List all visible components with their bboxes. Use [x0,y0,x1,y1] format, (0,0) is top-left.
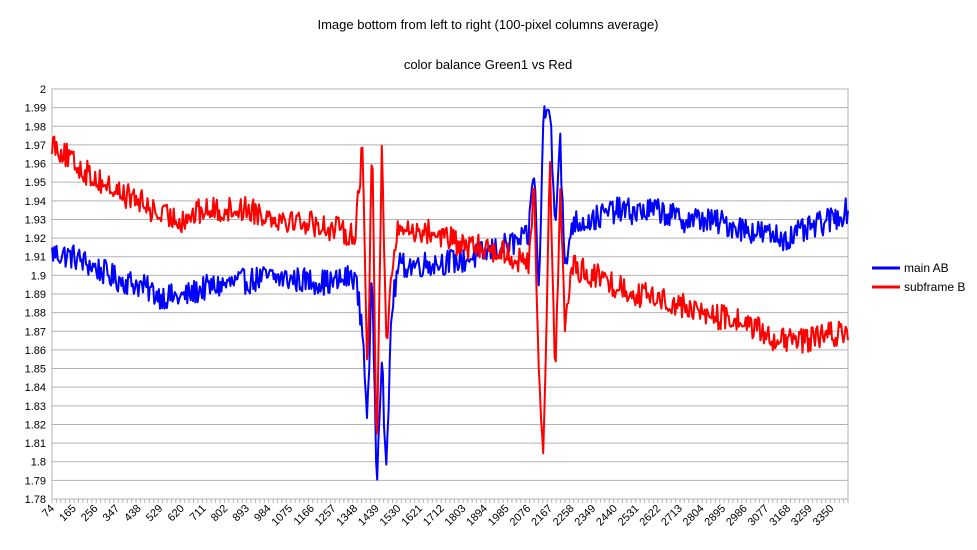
x-tick-label: 2622 [637,503,663,529]
y-tick-label: 1.94 [25,196,46,208]
x-tick-label: 620 [166,503,187,524]
x-tick-label: 1348 [334,503,360,529]
y-tick-label: 1.84 [25,382,46,394]
x-tick-label: 3350 [811,503,837,529]
x-tick-label: 3168 [767,503,793,529]
x-tick-label: 2167 [529,503,555,529]
x-tick-label: 1439 [356,503,382,529]
legend: main AB subframe B [872,261,965,294]
x-tick-label: 1257 [313,503,339,529]
x-tick-label: 529 [144,503,165,524]
y-tick-label: 1.97 [25,140,46,152]
y-tick-label: 1.78 [25,494,46,506]
x-tick-label: 347 [101,503,122,524]
x-tick-label: 438 [122,503,143,524]
y-tick-label: 1.79 [25,475,46,487]
series-line-main-ab [51,105,849,481]
y-tick-label: 1.98 [25,121,46,133]
y-tick-label: 1.83 [25,401,46,413]
x-tick-label: 2804 [681,503,707,529]
x-tick-label: 802 [209,503,230,524]
x-tick-label: 2531 [616,503,642,529]
y-tick-label: 1.96 [25,159,46,171]
x-tick-label: 3259 [789,503,815,529]
y-tick-label: 1.86 [25,345,46,357]
y-tick-label: 1.92 [25,233,46,245]
x-tick-label: 165 [57,503,78,524]
x-tick-label: 2349 [573,503,599,529]
y-tick-label: 1.88 [25,308,46,320]
x-tick-label: 2986 [724,503,750,529]
y-tick-label: 1.87 [25,326,46,338]
x-tick-label: 1166 [292,503,317,528]
y-tick-label: 1.8 [31,457,46,469]
x-tick-label: 893 [230,503,251,524]
x-tick-label: 1075 [269,503,295,529]
x-tick-label: 2440 [594,503,620,529]
chart-subtitle: color balance Green1 vs Red [404,57,572,72]
y-tick-label: 1.99 [25,103,46,115]
x-tick-label: 1985 [486,503,512,529]
x-tick-label: 2895 [702,503,728,529]
y-tick-label: 1.81 [25,438,46,450]
y-tick-label: 1.95 [25,177,46,189]
y-tick-label: 2 [40,84,46,96]
series-line-subframe-b [51,135,849,455]
x-tick-label: 1621 [399,503,425,529]
legend-label: subframe B [904,280,965,294]
y-tick-label: 1.82 [25,419,46,431]
plot-area [51,88,849,500]
x-tick-label: 1803 [443,503,469,529]
y-tick-label: 1.93 [25,214,46,226]
x-tick-label: 3077 [746,503,772,529]
x-tick-label: 256 [79,503,100,524]
y-tick-label: 1.91 [25,252,46,264]
y-tick-label: 1.89 [25,289,46,301]
y-tick-label: 1.9 [31,270,46,282]
x-tick-label: 1712 [421,503,447,529]
x-tick-label: 2713 [659,503,685,529]
x-tick-label: 1894 [464,503,490,529]
x-tick-label: 2258 [551,503,577,529]
x-tick-label: 711 [188,503,209,524]
x-tick-label: 2076 [508,503,534,529]
y-tick-label: 1.85 [25,364,46,376]
series-layer [51,105,849,481]
x-tick-label: 1530 [378,503,404,529]
chart-title: Image bottom from left to right (100-pix… [317,17,658,32]
legend-label: main AB [904,261,949,275]
